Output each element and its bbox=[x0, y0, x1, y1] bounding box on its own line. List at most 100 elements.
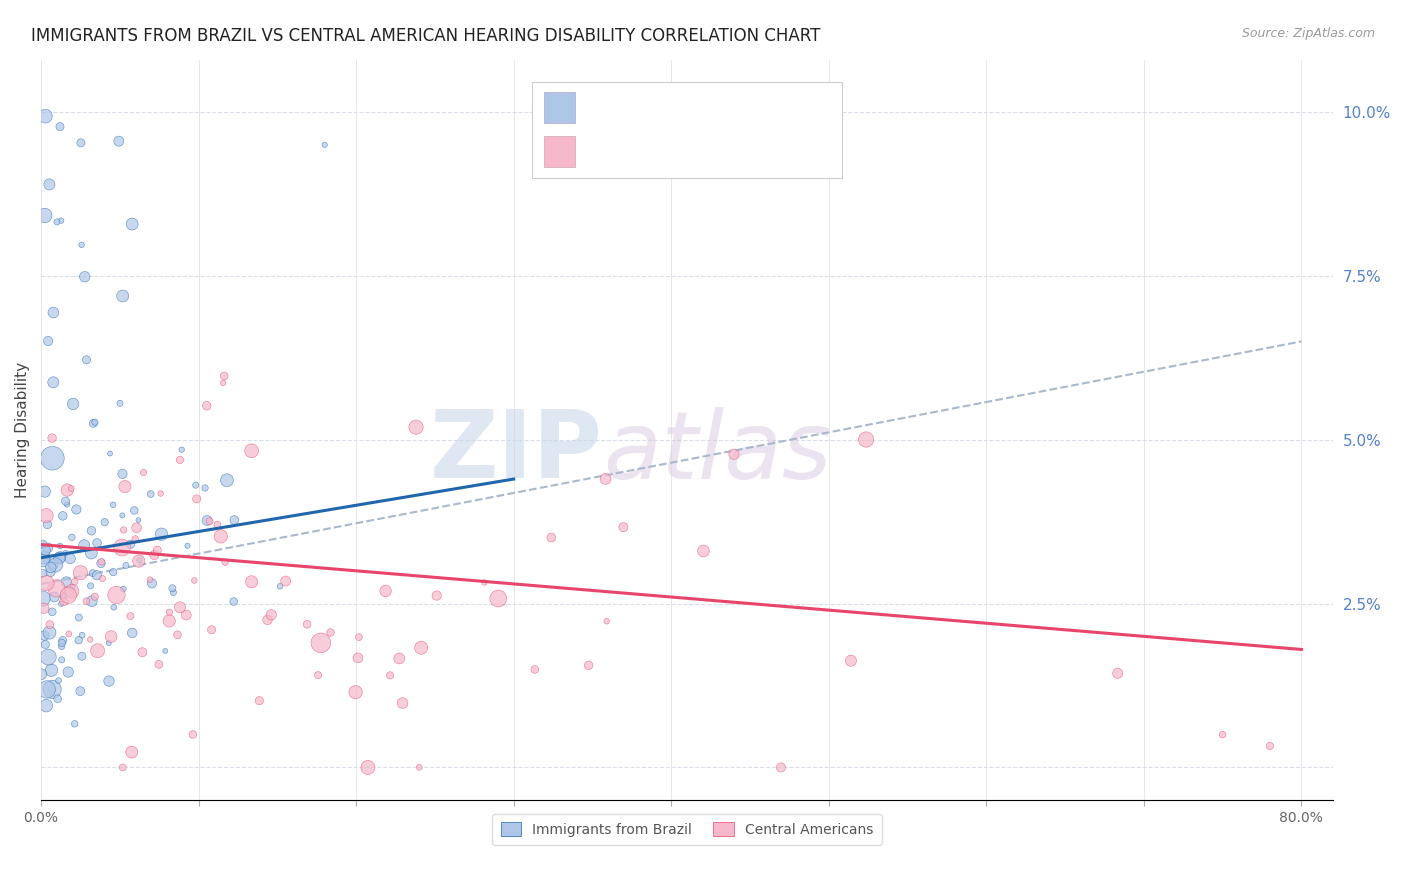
Point bbox=[269, 579, 291, 593]
Point bbox=[224, 513, 246, 527]
Point bbox=[98, 673, 121, 688]
Point bbox=[169, 600, 191, 615]
Point bbox=[408, 760, 430, 774]
Point bbox=[347, 651, 370, 665]
Point bbox=[295, 617, 318, 632]
Point bbox=[56, 483, 79, 497]
Point bbox=[90, 555, 112, 569]
Point bbox=[120, 537, 142, 551]
Point bbox=[125, 521, 148, 535]
Point bbox=[82, 566, 104, 581]
Point bbox=[98, 446, 121, 460]
Point bbox=[357, 760, 380, 774]
Point bbox=[44, 558, 66, 572]
Point bbox=[49, 539, 72, 553]
Point bbox=[65, 502, 87, 516]
Point bbox=[51, 653, 73, 667]
Point bbox=[60, 482, 83, 496]
Point bbox=[51, 636, 73, 650]
Point bbox=[49, 213, 72, 227]
Point bbox=[111, 541, 134, 555]
Point bbox=[222, 594, 245, 608]
Point bbox=[37, 541, 59, 555]
Point bbox=[214, 555, 236, 569]
Point bbox=[215, 473, 238, 487]
Point bbox=[86, 536, 108, 550]
Point bbox=[38, 625, 60, 640]
Point bbox=[31, 591, 53, 606]
Point bbox=[1258, 739, 1281, 753]
Text: IMMIGRANTS FROM BRAZIL VS CENTRAL AMERICAN HEARING DISABILITY CORRELATION CHART: IMMIGRANTS FROM BRAZIL VS CENTRAL AMERIC… bbox=[31, 27, 820, 45]
Legend: Immigrants from Brazil, Central Americans: Immigrants from Brazil, Central American… bbox=[492, 814, 882, 845]
Point bbox=[79, 579, 101, 593]
Point bbox=[120, 609, 142, 624]
Point bbox=[523, 662, 546, 676]
Point bbox=[38, 178, 60, 192]
Point bbox=[474, 575, 496, 590]
Point bbox=[49, 597, 72, 611]
Point bbox=[60, 580, 83, 594]
Point bbox=[90, 557, 112, 571]
Point bbox=[86, 568, 108, 582]
Point bbox=[139, 487, 162, 501]
Point bbox=[240, 574, 263, 589]
Point bbox=[128, 554, 150, 568]
Point bbox=[58, 588, 80, 602]
Point bbox=[111, 289, 134, 303]
Point bbox=[32, 566, 55, 581]
Point bbox=[70, 628, 93, 642]
Point bbox=[124, 503, 146, 517]
Point bbox=[83, 590, 105, 604]
Point bbox=[101, 498, 124, 512]
Point bbox=[34, 209, 56, 223]
Point bbox=[121, 217, 143, 231]
Point bbox=[595, 472, 617, 486]
Point bbox=[44, 590, 66, 604]
Point bbox=[70, 136, 93, 150]
Point bbox=[73, 269, 96, 284]
Point bbox=[82, 417, 104, 431]
Point bbox=[149, 486, 172, 500]
Point bbox=[212, 369, 235, 384]
Point bbox=[162, 582, 184, 596]
Point bbox=[198, 514, 221, 528]
Point bbox=[41, 605, 63, 619]
Point bbox=[274, 574, 297, 588]
Point bbox=[307, 668, 329, 682]
Point bbox=[183, 574, 205, 588]
Point bbox=[35, 698, 58, 713]
Point bbox=[39, 565, 62, 579]
Point bbox=[169, 453, 191, 467]
Point bbox=[48, 673, 70, 688]
Point bbox=[41, 431, 63, 445]
Point bbox=[131, 645, 153, 659]
Point bbox=[426, 589, 449, 603]
Point bbox=[146, 543, 169, 558]
Point bbox=[344, 685, 367, 699]
Point bbox=[148, 657, 170, 672]
Point bbox=[80, 524, 103, 538]
Point bbox=[45, 582, 67, 596]
Point bbox=[49, 550, 72, 565]
Point bbox=[49, 120, 72, 134]
Point bbox=[34, 638, 56, 652]
Point bbox=[411, 640, 433, 655]
Point bbox=[108, 396, 131, 410]
Point bbox=[37, 334, 59, 348]
Point bbox=[55, 494, 77, 508]
Point bbox=[100, 630, 122, 644]
Point bbox=[35, 508, 58, 523]
Point bbox=[32, 550, 55, 565]
Point bbox=[91, 572, 114, 586]
Point bbox=[388, 651, 411, 665]
Point bbox=[378, 668, 401, 682]
Point bbox=[176, 608, 198, 623]
Point bbox=[162, 585, 184, 599]
Point bbox=[157, 605, 180, 619]
Point bbox=[157, 614, 180, 628]
Point bbox=[67, 633, 90, 648]
Point bbox=[486, 591, 509, 606]
Point bbox=[107, 134, 129, 148]
Point bbox=[124, 532, 146, 546]
Point bbox=[111, 508, 134, 523]
